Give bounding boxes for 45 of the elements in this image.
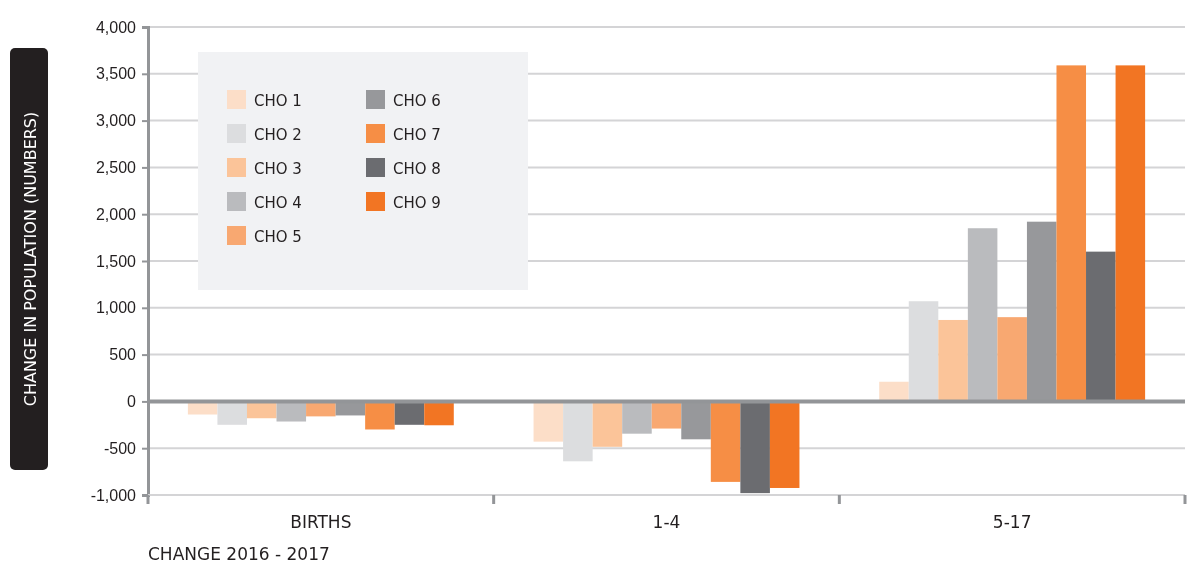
bar	[967, 228, 998, 402]
y-tick-label: -1,000	[90, 486, 137, 504]
bar	[1086, 251, 1116, 402]
legend-label: CHO 4	[254, 194, 302, 212]
bar	[997, 317, 1027, 402]
bar	[394, 401, 425, 425]
y-tick-label: 0	[127, 393, 137, 411]
bar	[769, 401, 800, 488]
legend-label: CHO 9	[393, 194, 441, 212]
y-axis-title: CHANGE IN POPULATION (NUMBERS)	[21, 111, 40, 407]
bar	[622, 401, 652, 434]
bar	[651, 401, 682, 429]
x-tick-label: 1-4	[652, 512, 681, 532]
legend-label: CHO 5	[254, 228, 302, 246]
bar	[187, 401, 218, 415]
y-tick-label: 1,000	[95, 299, 137, 317]
x-tick-label: BIRTHS	[290, 512, 352, 532]
legend-label: CHO 3	[254, 160, 302, 178]
y-tick-label: 4,000	[95, 18, 137, 36]
y-tick-label: 1,500	[95, 252, 137, 270]
legend-label: CHO 8	[393, 160, 441, 178]
bar	[592, 401, 623, 447]
bar	[276, 401, 307, 422]
y-tick-label: -500	[103, 439, 137, 457]
bar	[1115, 65, 1146, 402]
y-tick-label: 3,500	[95, 65, 137, 83]
x-tick-label: 5-17	[992, 512, 1032, 532]
legend-label: CHO 2	[254, 126, 302, 144]
x-axis-title: CHANGE 2016 - 2017	[148, 544, 330, 564]
y-tick-label: 2,000	[95, 205, 137, 223]
legend-label: CHO 7	[393, 126, 441, 144]
bar	[217, 401, 247, 425]
bar	[424, 401, 454, 426]
y-tick-label: 3,000	[95, 112, 137, 130]
bar	[740, 401, 770, 494]
bar	[246, 401, 277, 419]
legend-label: CHO 1	[254, 92, 302, 110]
bar	[365, 401, 395, 430]
y-tick-label: 500	[109, 346, 137, 364]
bar	[533, 401, 564, 442]
bar	[938, 319, 968, 402]
y-tick-label: 2,500	[95, 159, 137, 177]
legend-label: CHO 6	[393, 92, 441, 110]
bar	[1056, 65, 1087, 402]
bar	[710, 401, 741, 482]
